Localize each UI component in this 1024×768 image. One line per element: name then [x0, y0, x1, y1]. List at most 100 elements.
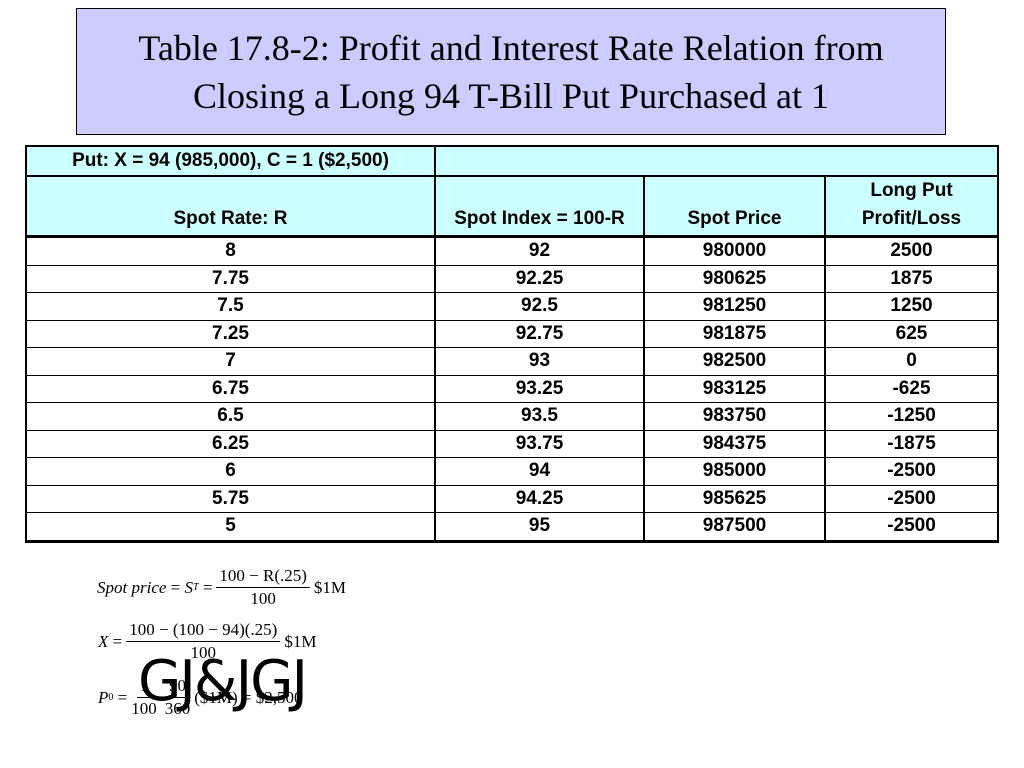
cell-spot-price: 980000 — [643, 235, 826, 266]
f1-fraction: 100 − R(.25) 100 — [216, 566, 310, 609]
table-row: 7.25 92.75 981875 625 — [25, 320, 999, 348]
cell-spot-rate: 7.75 — [25, 265, 436, 293]
f3-fraction-1: 1 100 — [131, 676, 157, 719]
put-spec-header: Put: X = 94 (985,000), C = 1 ($2,500) — [25, 145, 436, 177]
f2-numerator: 100 − (100 − 94)(.25) — [126, 620, 281, 642]
cell-spot-index: 93 — [434, 347, 645, 376]
cell-profit-loss: -625 — [824, 375, 999, 403]
col-header-spot-rate: Spot Rate: R — [25, 175, 436, 238]
cell-spot-rate: 6 — [25, 457, 436, 486]
cell-spot-price: 982500 — [643, 347, 826, 376]
cell-spot-index: 92.25 — [434, 265, 645, 293]
f1-tail: $1M — [313, 577, 347, 597]
table-body: 8 92 980000 2500 7.75 92.25 980625 1875 7.5 92.5 9… — [25, 235, 999, 543]
cell-spot-rate: 5.75 — [25, 485, 436, 513]
cell-spot-index: 95 — [434, 512, 645, 543]
f1-price: price — [131, 577, 167, 597]
overlay-glyph-text: GJ&JGJ — [138, 649, 308, 714]
col-header-long-put-line1: Long Put — [870, 180, 953, 201]
cell-spot-price: 987500 — [643, 512, 826, 543]
table-row: 6.75 93.25 983125 -625 — [25, 375, 999, 403]
f1-numerator: 100 − R(.25) — [216, 566, 310, 588]
f1-s: S — [184, 577, 194, 597]
strike-formula: X = 100 − (100 − 94)(.25) 100 $1M — [98, 620, 316, 663]
cell-spot-index: 94 — [434, 457, 645, 486]
f2-eq: = — [112, 631, 123, 651]
f3-mid: ($1M) = $2,500 — [194, 687, 303, 707]
cell-spot-price: 985000 — [643, 457, 826, 486]
top-header-blank — [434, 145, 999, 177]
cell-spot-price: 981250 — [643, 292, 826, 321]
table-top-header-row: Put: X = 94 (985,000), C = 1 ($2,500) — [25, 145, 999, 177]
cell-spot-index: 92 — [434, 235, 645, 266]
f3-eq: = — [117, 687, 128, 707]
cell-spot-rate: 5 — [25, 512, 436, 543]
cell-spot-index: 92.75 — [434, 320, 645, 348]
title-line-1: Table 17.8-2: Profit and Interest Rate R… — [138, 27, 884, 68]
cell-profit-loss: 0 — [824, 347, 999, 376]
table-row: 7.5 92.5 981250 1250 — [25, 292, 999, 321]
cell-spot-rate: 7 — [25, 347, 436, 376]
cell-spot-index: 94.25 — [434, 485, 645, 513]
table-row: 5.75 94.25 985625 -2500 — [25, 485, 999, 513]
title-line-2: Closing a Long 94 T-Bill Put Purchased a… — [193, 75, 829, 116]
f3-frac2-num: 90 — [165, 676, 189, 698]
table-row: 6 94 985000 -2500 — [25, 457, 999, 486]
f3-p: P — [98, 687, 109, 707]
cell-spot-rate: 6.5 — [25, 402, 436, 431]
cell-spot-rate: 6.75 — [25, 375, 436, 403]
cell-profit-loss: -1875 — [824, 430, 999, 458]
f1-spot: Spot — [97, 577, 128, 597]
f3-fraction-2: 90 360 — [165, 676, 191, 719]
table-row: 8 92 980000 2500 — [25, 235, 999, 266]
cell-spot-index: 93.5 — [434, 402, 645, 431]
cell-spot-price: 985625 — [643, 485, 826, 513]
cell-spot-price: 984375 — [643, 430, 826, 458]
cell-spot-rate: 8 — [25, 235, 436, 266]
col-header-long-put-line2: Profit/Loss — [861, 208, 962, 229]
cell-profit-loss: 1250 — [824, 292, 999, 321]
f2-fraction: 100 − (100 − 94)(.25) 100 — [126, 620, 281, 663]
col-header-spot-index: Spot Index = 100-R — [434, 175, 645, 238]
f1-t: T — [193, 582, 199, 593]
f3-frac1-den: 100 — [131, 699, 157, 718]
col-header-long-put: Long Put Profit/Loss — [824, 175, 999, 238]
f2-denominator: 100 — [190, 643, 217, 662]
f1-denominator: 100 — [250, 589, 276, 608]
cell-spot-index: 93.25 — [434, 375, 645, 403]
cell-profit-loss: 2500 — [824, 235, 999, 266]
table-row: 7.75 92.25 980625 1875 — [25, 265, 999, 293]
cell-spot-price: 981875 — [643, 320, 826, 348]
cell-spot-price: 980625 — [643, 265, 826, 293]
cell-spot-rate: 7.25 — [25, 320, 436, 348]
f1-eq1: = — [170, 577, 181, 597]
table-row: 5 95 987500 -2500 — [25, 512, 999, 543]
cell-spot-price: 983750 — [643, 402, 826, 431]
cell-profit-loss: -2500 — [824, 485, 999, 513]
f3-frac1-num: 1 — [136, 676, 152, 698]
table-row: 7 93 982500 0 — [25, 347, 999, 376]
cell-profit-loss: 625 — [824, 320, 999, 348]
cell-profit-loss: -1250 — [824, 402, 999, 431]
cell-spot-index: 93.75 — [434, 430, 645, 458]
f2-x: X — [98, 631, 109, 651]
f3-frac2-den: 360 — [164, 699, 191, 718]
cell-spot-rate: 7.5 — [25, 292, 436, 321]
title-box: Table 17.8-2: Profit and Interest Rate R… — [76, 8, 946, 135]
cell-profit-loss: -2500 — [824, 512, 999, 543]
cell-profit-loss: 1875 — [824, 265, 999, 293]
f1-eq2: = — [202, 577, 213, 597]
table-row: 6.5 93.5 983750 -1250 — [25, 402, 999, 431]
f2-tail: $1M — [284, 631, 317, 651]
col-header-spot-price: Spot Price — [643, 175, 826, 238]
cell-spot-price: 983125 — [643, 375, 826, 403]
cell-profit-loss: -2500 — [824, 457, 999, 486]
f3-sub: 0 — [108, 692, 114, 703]
profit-interest-table: Put: X = 94 (985,000), C = 1 ($2,500) Sp… — [25, 145, 999, 543]
table-row: 6.25 93.75 984375 -1875 — [25, 430, 999, 458]
cell-spot-rate: 6.25 — [25, 430, 436, 458]
table-column-header-row: Spot Rate: R Spot Index = 100-R Spot Pri… — [25, 175, 999, 238]
cell-spot-index: 92.5 — [434, 292, 645, 321]
